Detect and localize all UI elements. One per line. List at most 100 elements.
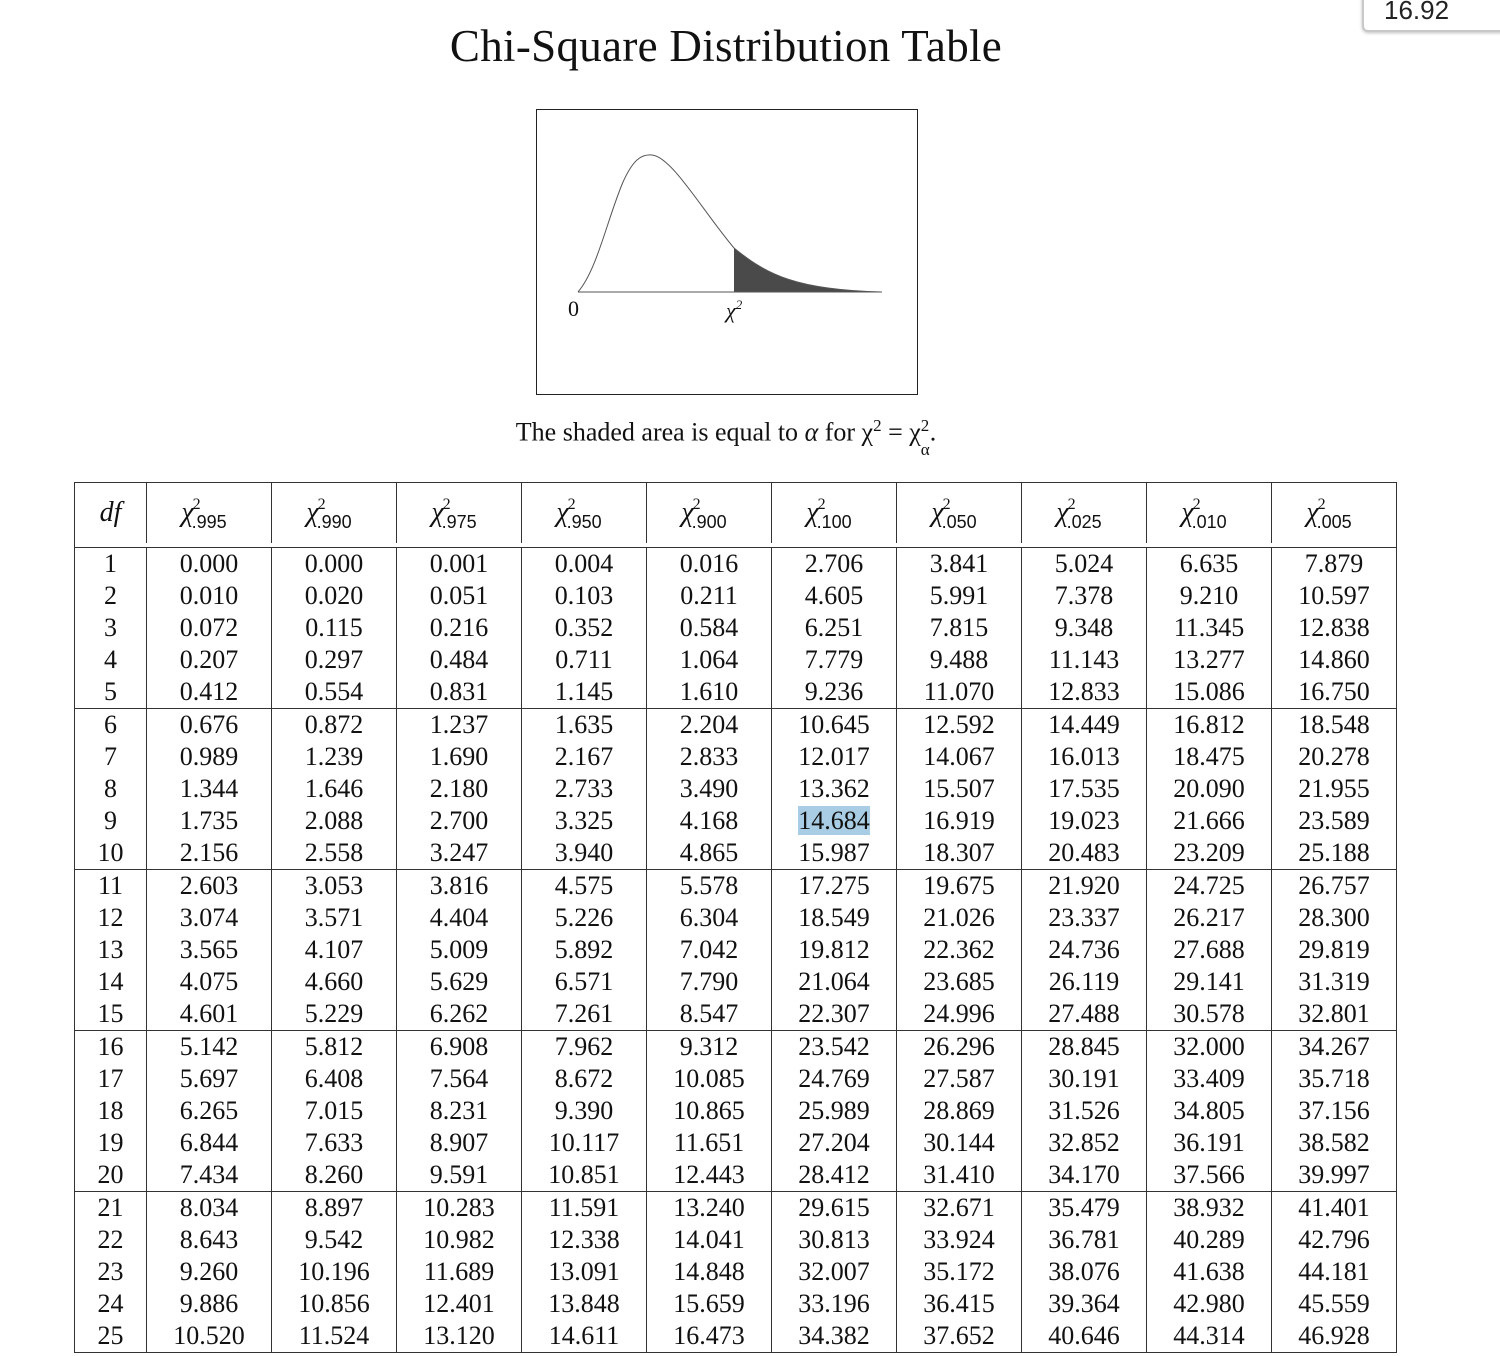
df-cell: 3 [75,612,147,644]
df-cell: 6 [75,709,147,742]
value-cell: 31.526 [1022,1095,1147,1127]
value-cell: 0.989 [147,741,272,773]
df-cell: 11 [75,870,147,903]
value-cell: 10.645 [772,709,897,742]
value-cell: 0.051 [397,580,522,612]
value-cell: 0.676 [147,709,272,742]
distribution-figure: 0 χ2 [536,109,918,395]
table-row: 21 8.034 8.897 10.283 11.591 13.240 29.615 32.6… [75,1192,1397,1225]
column-header-chi-900: χ2.900 [647,483,772,544]
value-cell: 5.578 [647,870,772,903]
table-body: 1 0.000 0.000 0.001 0.004 0.016 2.706 3.841 5.02… [75,548,1397,1353]
value-cell: 32.801 [1272,998,1397,1031]
value-cell: 7.015 [272,1095,397,1127]
value-cell: 25.989 [772,1095,897,1127]
value-cell: 0.831 [397,676,522,709]
value-cell: 4.601 [147,998,272,1031]
value-cell: 14.449 [1022,709,1147,742]
value-cell: 22.362 [897,934,1022,966]
value-cell: 11.070 [897,676,1022,709]
value-cell: 13.091 [522,1256,647,1288]
table-row: 13 3.565 4.107 5.009 5.892 7.042 19.812 22.362 2… [75,934,1397,966]
value-cell: 3.841 [897,548,1022,581]
value-cell: 42.796 [1272,1224,1397,1256]
value-cell: 1.690 [397,741,522,773]
df-cell: 1 [75,548,147,581]
value-cell: 36.781 [1022,1224,1147,1256]
value-cell: 21.920 [1022,870,1147,903]
value-cell: 32.007 [772,1256,897,1288]
table-row: 11 2.603 3.053 3.816 4.575 5.578 17.275 19.675 2… [75,870,1397,903]
value-cell: 12.592 [897,709,1022,742]
value-cell: 35.172 [897,1256,1022,1288]
value-cell: 29.615 [772,1192,897,1225]
value-cell: 42.980 [1147,1288,1272,1320]
value-cell: 24.736 [1022,934,1147,966]
value-cell: 0.072 [147,612,272,644]
value-cell: 13.277 [1147,644,1272,676]
table-header-row: df χ2.995 χ2.990 χ2.975 χ2.950 χ2.900 χ2.100 χ… [75,483,1397,544]
value-cell: 28.412 [772,1159,897,1192]
value-cell: 23.542 [772,1031,897,1064]
value-cell: 14.611 [522,1320,647,1353]
df-cell: 17 [75,1063,147,1095]
value-cell: 9.348 [1022,612,1147,644]
value-cell: 37.566 [1147,1159,1272,1192]
value-cell: 16.013 [1022,741,1147,773]
value-cell: 40.646 [1022,1320,1147,1353]
value-cell: 5.229 [272,998,397,1031]
value-cell: 4.107 [272,934,397,966]
table-row: 23 9.260 10.196 11.689 13.091 14.848 32.007 35.… [75,1256,1397,1288]
value-cell: 18.307 [897,837,1022,870]
df-cell: 25 [75,1320,147,1353]
value-cell: 3.565 [147,934,272,966]
value-cell: 6.908 [397,1031,522,1064]
value-cell: 21.666 [1147,805,1272,837]
value-cell: 7.042 [647,934,772,966]
value-cell: 6.304 [647,902,772,934]
value-cell: 23.589 [1272,805,1397,837]
value-cell: 17.535 [1022,773,1147,805]
df-cell: 14 [75,966,147,998]
value-cell: 41.638 [1147,1256,1272,1288]
value-cell: 10.283 [397,1192,522,1225]
df-cell: 2 [75,580,147,612]
value-cell: 6.251 [772,612,897,644]
df-cell: 5 [75,676,147,709]
value-cell: 24.769 [772,1063,897,1095]
value-cell: 20.483 [1022,837,1147,870]
value-cell: 6.571 [522,966,647,998]
table-row: 9 1.735 2.088 2.700 3.325 4.168 14.684 16.919 19… [75,805,1397,837]
value-cell: 0.010 [147,580,272,612]
value-cell: 15.086 [1147,676,1272,709]
df-cell: 19 [75,1127,147,1159]
value-cell: 10.597 [1272,580,1397,612]
table-row: 14 4.075 4.660 5.629 6.571 7.790 21.064 23.685 2… [75,966,1397,998]
column-header-chi-005: χ2.005 [1272,483,1397,544]
value-cell: 4.168 [647,805,772,837]
value-cell: 46.928 [1272,1320,1397,1353]
value-cell: 25.188 [1272,837,1397,870]
table-row: 17 5.697 6.408 7.564 8.672 10.085 24.769 27.587… [75,1063,1397,1095]
table-row: 22 8.643 9.542 10.982 12.338 14.041 30.813 33.9… [75,1224,1397,1256]
value-cell: 30.813 [772,1224,897,1256]
value-cell: 6.408 [272,1063,397,1095]
value-cell: 11.591 [522,1192,647,1225]
value-cell: 2.733 [522,773,647,805]
value-cell: 2.180 [397,773,522,805]
df-header: df [75,483,147,544]
column-header-chi-990: χ2.990 [272,483,397,544]
df-cell: 23 [75,1256,147,1288]
column-header-chi-975: χ2.975 [397,483,522,544]
value-cell: 27.488 [1022,998,1147,1031]
value-cell: 0.584 [647,612,772,644]
page-title: Chi-Square Distribution Table [0,20,1452,72]
value-cell: 1.064 [647,644,772,676]
value-cell: 9.236 [772,676,897,709]
value-cell: 22.307 [772,998,897,1031]
value-cell: 7.879 [1272,548,1397,581]
table-row: 12 3.074 3.571 4.404 5.226 6.304 18.549 21.026 2… [75,902,1397,934]
value-cell: 13.120 [397,1320,522,1353]
value-cell: 34.805 [1147,1095,1272,1127]
value-cell: 44.181 [1272,1256,1397,1288]
